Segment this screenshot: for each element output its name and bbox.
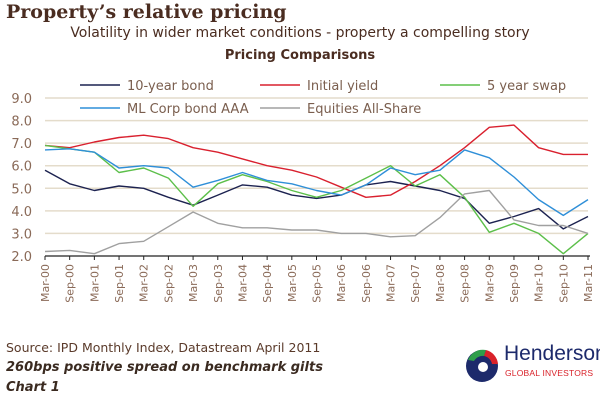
series-line-initial-yield (44, 124, 588, 199)
x-tick-label: Sep-10 (557, 264, 570, 303)
x-tick-label: Sep-09 (508, 264, 521, 303)
x-tick-label: Sep-03 (212, 264, 225, 303)
y-tick-label: 4.0 (11, 205, 32, 220)
legend-label: 10-year bond (127, 79, 214, 94)
page-title: Property’s relative pricing (6, 1, 287, 23)
chart-label: Chart 1 (6, 380, 60, 395)
x-tick-label: Mar-00 (39, 264, 52, 302)
source-note: Source: IPD Monthly Index, Datastream Ap… (6, 340, 321, 355)
legend-label: ML Corp bond AAA (127, 102, 249, 117)
y-tick-label: 3.0 (11, 227, 32, 242)
chart-title: Pricing Comparisons (224, 48, 376, 63)
x-tick-label: Sep-00 (64, 264, 77, 303)
legend-label: 5 year swap (487, 79, 566, 94)
x-tick-label: Mar-06 (335, 264, 348, 302)
x-tick-label: Mar-10 (533, 264, 546, 302)
series-line-ml-corp-bond-aaa (44, 148, 589, 217)
x-tick-label: Mar-04 (236, 264, 249, 302)
x-tick-label: Sep-05 (311, 264, 324, 303)
x-tick-label: Sep-04 (261, 264, 274, 303)
y-tick-label: 6.0 (11, 160, 32, 175)
logo-tagline: GLOBAL INVESTORS (505, 368, 594, 378)
series-line-10-year-bond (44, 169, 589, 230)
y-tick-label: 7.0 (11, 137, 32, 152)
x-tick-label: Mar-01 (88, 264, 101, 302)
legend-label: Equities All-Share (307, 102, 421, 117)
spread-note: 260bps positive spread on benchmark gilt… (6, 360, 323, 375)
x-tick-label: Mar-09 (483, 264, 496, 302)
x-tick-label: Mar-02 (138, 264, 151, 302)
series-line-5-year-swap (44, 144, 589, 255)
x-tick-label: Mar-11 (582, 264, 595, 302)
y-tick-label: 9.0 (11, 92, 32, 107)
legend-label: Initial yield (307, 79, 378, 94)
line-chart: 2.0 3.0 4.0 5.0 6.0 7.0 8.0 9.0 Mar-00 Sep-00 Mar-… (11, 79, 595, 303)
y-tick-label: 5.0 (11, 182, 32, 197)
x-tick-label: Sep-02 (162, 264, 175, 303)
x-tick-label: Sep-06 (360, 264, 373, 303)
x-tick-label: Mar-07 (385, 264, 398, 302)
henderson-logo: Henderson GLOBAL INVESTORS (462, 342, 600, 387)
y-tick-label: 8.0 (11, 115, 32, 130)
x-tick-label: Sep-08 (459, 264, 472, 303)
swirl-logo-icon (466, 349, 498, 382)
y-tick-label: 2.0 (11, 250, 32, 265)
logo-name: Henderson (504, 342, 600, 365)
series-line-equities-all-share (44, 189, 589, 255)
page-subtitle: Volatility in wider market conditions - … (70, 25, 530, 41)
x-tick-label: Sep-07 (409, 264, 422, 303)
x-tick-label: Sep-01 (113, 264, 126, 303)
x-tick-label: Mar-08 (434, 264, 447, 302)
x-tick-label: Mar-05 (286, 264, 299, 302)
x-tick-label: Mar-03 (187, 264, 200, 302)
